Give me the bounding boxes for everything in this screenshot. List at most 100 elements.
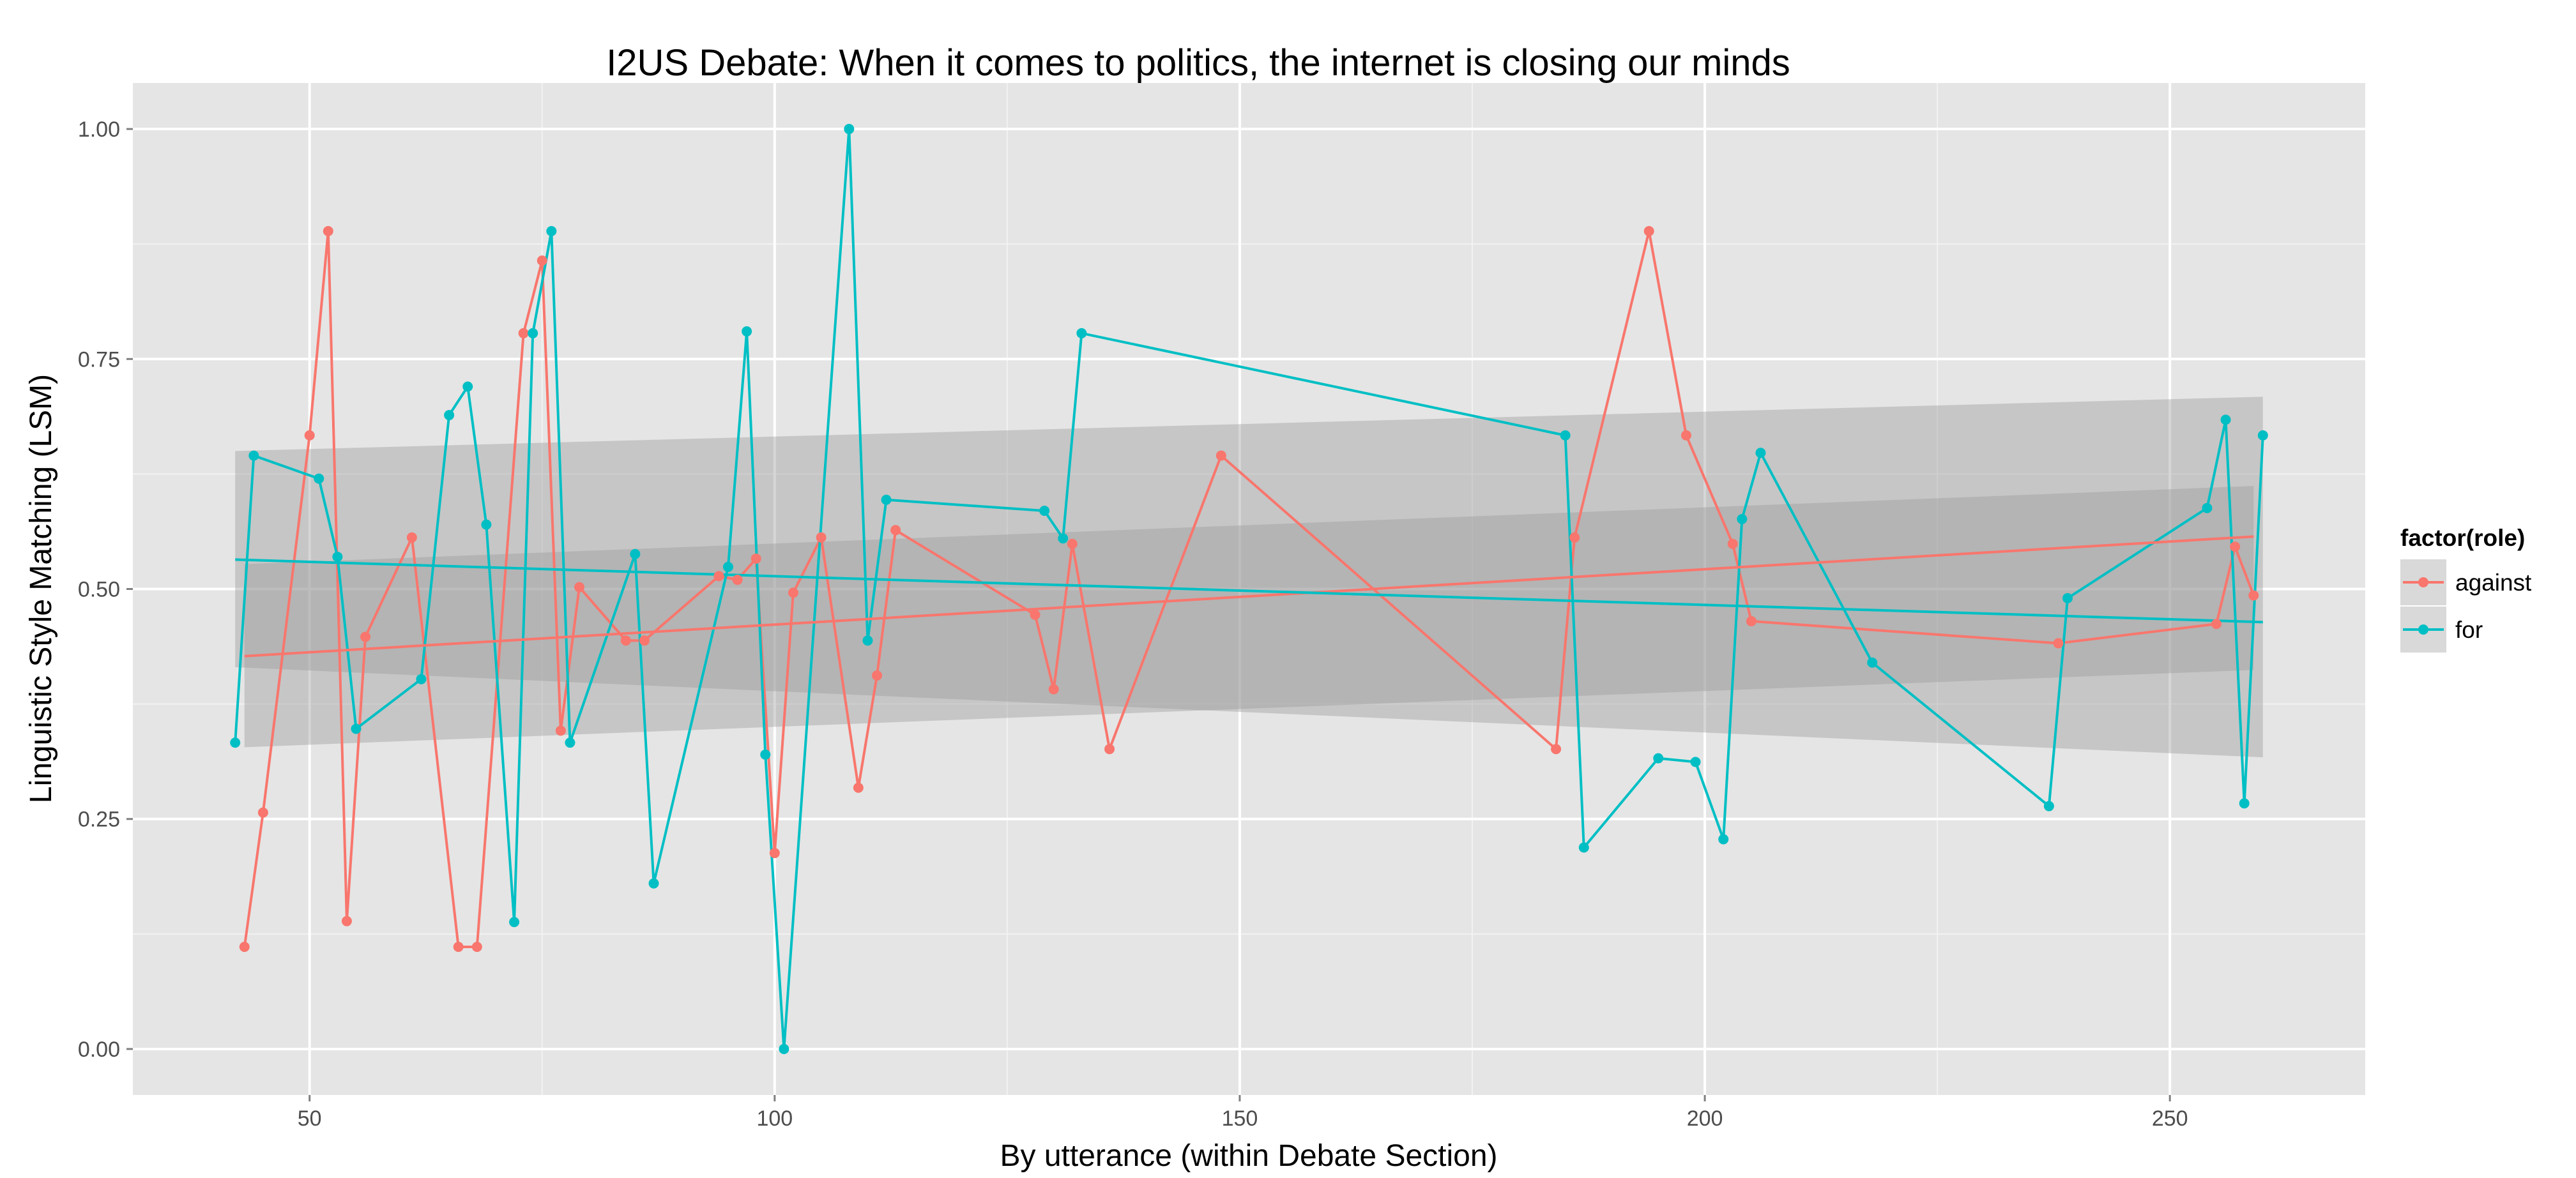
axis-ticks: 50 100 150 200 250 0.00 0.25 0.50 0.75 1.00 [78, 117, 2188, 1131]
data-point-for [648, 878, 659, 889]
data-point-against [751, 553, 761, 564]
y-tick-label: 0.00 [78, 1038, 120, 1062]
y-tick-label: 0.25 [78, 808, 120, 832]
data-point-against [1643, 225, 1654, 236]
data-point-for [1076, 328, 1087, 338]
data-point-against [555, 725, 566, 736]
data-point-for [1867, 657, 1878, 668]
data-point-against [872, 670, 882, 681]
data-point-against [360, 631, 371, 642]
series-points [230, 124, 2268, 1054]
data-point-against [1030, 609, 1040, 620]
data-point-against [732, 575, 743, 585]
data-point-for [2257, 430, 2268, 441]
data-point-for [742, 326, 752, 337]
data-point-for [630, 548, 641, 559]
data-point-for [2220, 414, 2231, 425]
y-tick-label: 0.75 [78, 347, 120, 372]
data-point-against [1569, 532, 1580, 543]
trend-line-against [244, 535, 2254, 658]
legend-point-for [2418, 624, 2428, 635]
data-point-against [1680, 430, 1691, 441]
data-point-for [416, 674, 427, 684]
data-point-against [2230, 541, 2241, 552]
data-point-against [1746, 615, 1757, 626]
data-point-for [1039, 506, 1050, 517]
data-point-against [1551, 744, 1562, 755]
x-tick-label: 150 [1222, 1106, 1258, 1131]
data-point-against [341, 916, 352, 926]
data-point-against [769, 848, 780, 859]
data-point-for [314, 473, 324, 484]
data-point-for [546, 225, 557, 236]
x-tick-label: 50 [298, 1106, 322, 1131]
data-point-against [1104, 744, 1115, 755]
data-point-for [528, 328, 538, 338]
data-point-against [890, 525, 901, 536]
data-point-for [565, 737, 575, 748]
data-point-against [304, 430, 315, 441]
data-point-for [779, 1043, 789, 1054]
data-point-for [862, 635, 873, 646]
data-point-for [760, 749, 771, 760]
data-point-against [471, 942, 482, 953]
data-point-for [1578, 842, 1589, 853]
confidence-bands [235, 396, 2263, 758]
data-point-for [1560, 430, 1571, 441]
data-point-for [1690, 757, 1701, 767]
data-point-for [248, 450, 259, 461]
data-point-for [2043, 801, 2054, 812]
data-point-against [323, 225, 333, 236]
data-point-for [2202, 502, 2213, 513]
data-point-against [537, 255, 547, 266]
trend-lines [235, 535, 2263, 658]
y-tick-label: 0.50 [78, 578, 120, 602]
data-point-for [230, 737, 241, 748]
legend-point-against [2418, 577, 2428, 587]
data-point-for [481, 519, 492, 530]
data-point-against [257, 807, 268, 818]
legend: factor(role) against for [2400, 525, 2532, 653]
confidence-band-for [235, 396, 2263, 758]
data-point-against [1067, 538, 1078, 549]
legend-label-for: for [2455, 617, 2483, 643]
data-point-against [1216, 450, 1226, 461]
data-point-against [1727, 538, 1738, 549]
data-point-for [723, 561, 733, 572]
data-point-for [2062, 593, 2073, 603]
data-point-against [574, 582, 584, 593]
data-point-for [881, 494, 892, 505]
data-point-for [444, 410, 455, 421]
x-axis-title: By utterance (within Debate Section) [1000, 1139, 1497, 1173]
data-point-against [788, 587, 798, 598]
data-point-for [332, 552, 343, 563]
legend-label-against: against [2455, 570, 2532, 596]
data-point-against [639, 635, 650, 646]
data-point-against [816, 532, 827, 543]
data-point-for [462, 381, 473, 392]
data-point-for [351, 723, 362, 734]
trend-line-for [235, 558, 2263, 624]
x-tick-label: 100 [756, 1106, 793, 1131]
data-point-for [1755, 448, 1766, 458]
data-point-against [518, 328, 529, 338]
data-point-for [1058, 533, 1069, 544]
confidence-band-against [244, 486, 2254, 748]
data-point-against [620, 635, 631, 646]
data-point-for [1737, 513, 1748, 524]
data-point-against [2248, 590, 2259, 601]
chart-title: I2US Debate: When it comes to politics, … [606, 42, 1790, 84]
data-point-against [713, 571, 724, 582]
data-point-against [853, 782, 864, 793]
x-tick-label: 200 [1687, 1106, 1723, 1131]
y-axis-title: Linguistic Style Matching (LSM) [24, 374, 58, 803]
data-point-against [2053, 638, 2064, 649]
y-tick-label: 1.00 [78, 117, 120, 142]
data-point-against [453, 942, 464, 953]
data-point-against [1048, 684, 1059, 695]
data-point-for [509, 917, 520, 928]
data-point-against [239, 942, 250, 953]
legend-title: factor(role) [2400, 525, 2525, 551]
x-tick-label: 250 [2152, 1106, 2188, 1131]
data-point-for [2239, 798, 2250, 809]
